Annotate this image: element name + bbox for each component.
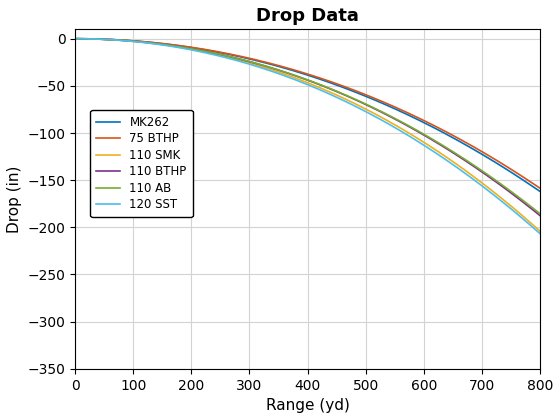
110 AB [72,36,78,41]
120 SST [72,36,78,41]
110 AB [536,211,543,216]
110 BTHP [132,39,139,44]
110 SMK [536,228,543,234]
Y-axis label: Drop (in): Drop (in) [7,165,22,233]
110 BTHP [368,105,375,110]
X-axis label: Range (yd): Range (yd) [265,398,349,413]
110 AB [326,86,333,91]
MK262 [536,189,543,194]
75 BTHP [412,114,419,119]
120 SST [132,39,139,44]
Line: MK262: MK262 [75,39,540,192]
110 AB [412,127,419,132]
110 BTHP [305,78,312,83]
MK262 [132,39,139,44]
75 BTHP [305,72,312,77]
75 BTHP [72,36,78,41]
110 BTHP [72,36,78,41]
Title: Drop Data: Drop Data [256,7,359,25]
75 BTHP [132,39,139,44]
75 BTHP [536,186,543,191]
110 AB [368,104,375,109]
75 BTHP [368,94,375,100]
110 AB [305,78,312,83]
75 BTHP [326,79,333,84]
MK262 [368,96,375,101]
MK262 [305,73,312,78]
110 BTHP [412,128,419,133]
120 SST [305,83,312,88]
110 SMK [305,81,312,86]
Legend: MK262, 75 BTHP, 110 SMK, 110 BTHP, 110 AB, 120 SST: MK262, 75 BTHP, 110 SMK, 110 BTHP, 110 A… [90,110,193,218]
Line: 110 SMK: 110 SMK [75,39,540,231]
110 SMK [132,39,139,44]
120 SST [326,92,333,97]
110 AB [239,57,246,62]
Line: 120 SST: 120 SST [75,39,540,234]
MK262 [412,116,419,121]
110 AB [132,39,139,44]
Line: 110 AB: 110 AB [75,39,540,214]
75 BTHP [239,54,246,59]
110 SMK [72,36,78,41]
110 SMK [368,110,375,115]
Line: 75 BTHP: 75 BTHP [75,39,540,188]
120 SST [536,231,543,236]
120 SST [412,137,419,142]
120 SST [239,60,246,65]
110 BTHP [536,213,543,218]
110 BTHP [239,57,246,62]
MK262 [239,55,246,60]
Line: 110 BTHP: 110 BTHP [75,39,540,215]
MK262 [326,80,333,85]
MK262 [72,36,78,41]
110 BTHP [326,86,333,91]
120 SST [368,112,375,117]
110 SMK [326,89,333,94]
110 SMK [412,134,419,139]
110 SMK [239,58,246,63]
